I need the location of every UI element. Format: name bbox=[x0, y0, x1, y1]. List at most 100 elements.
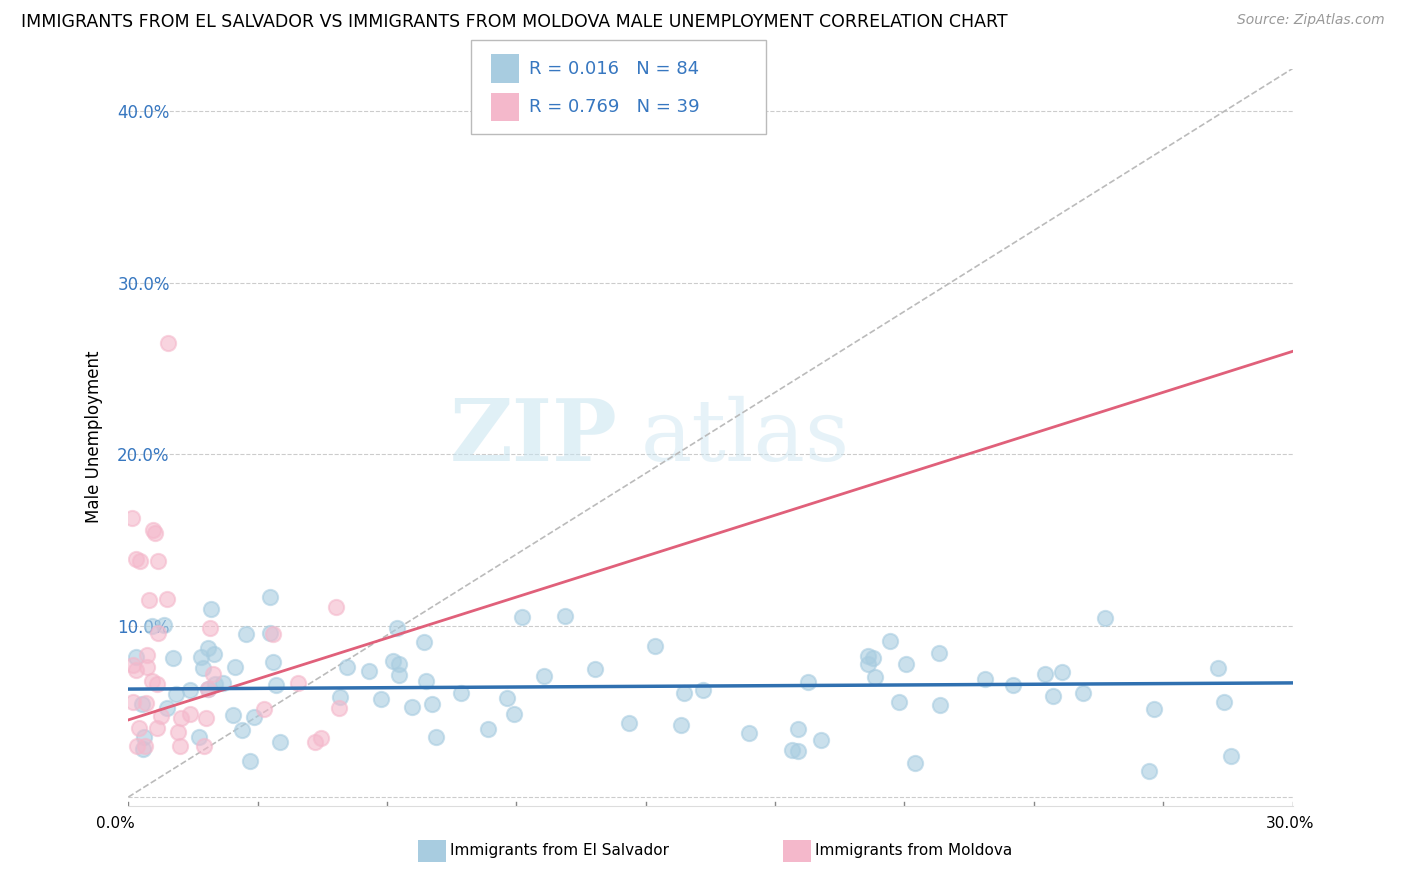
Point bbox=[856, 648, 879, 663]
Point bbox=[669, 717, 692, 731]
Point bbox=[359, 664, 381, 678]
Point bbox=[262, 655, 284, 669]
Point bbox=[583, 662, 606, 676]
Point bbox=[862, 651, 884, 665]
Point bbox=[328, 700, 350, 714]
Point bbox=[262, 626, 284, 640]
Point bbox=[554, 609, 576, 624]
Point bbox=[673, 686, 696, 700]
Text: IMMIGRANTS FROM EL SALVADOR VS IMMIGRANTS FROM MOLDOVA MALE UNEMPLOYMENT CORRELA: IMMIGRANTS FROM EL SALVADOR VS IMMIGRANT… bbox=[21, 13, 1008, 31]
Point bbox=[202, 648, 225, 662]
Point bbox=[1094, 610, 1116, 624]
Point bbox=[121, 510, 143, 524]
Point bbox=[325, 600, 347, 615]
Point bbox=[165, 686, 187, 700]
Point bbox=[187, 731, 209, 745]
Point bbox=[264, 678, 287, 692]
Point bbox=[738, 725, 761, 739]
Point bbox=[142, 523, 165, 537]
Text: 30.0%: 30.0% bbox=[1267, 816, 1315, 830]
Point bbox=[1001, 678, 1024, 692]
Text: Immigrants from El Salvador: Immigrants from El Salvador bbox=[450, 844, 669, 858]
Point bbox=[797, 674, 820, 689]
Point bbox=[1033, 667, 1056, 681]
Point bbox=[1143, 702, 1166, 716]
Point bbox=[145, 677, 167, 691]
Point bbox=[253, 702, 276, 716]
Point bbox=[382, 654, 405, 668]
Point bbox=[132, 730, 155, 744]
Text: 0.0%: 0.0% bbox=[96, 816, 135, 830]
Point bbox=[191, 661, 214, 675]
Point bbox=[387, 668, 409, 682]
Y-axis label: Male Unemployment: Male Unemployment bbox=[86, 351, 103, 524]
Point bbox=[385, 621, 408, 635]
Point bbox=[149, 709, 172, 723]
Point bbox=[170, 711, 193, 725]
Text: R = 0.769   N = 39: R = 0.769 N = 39 bbox=[529, 98, 699, 116]
Point bbox=[146, 721, 169, 735]
Point bbox=[510, 610, 533, 624]
Point bbox=[1206, 661, 1229, 675]
Point bbox=[204, 677, 226, 691]
Point bbox=[617, 715, 640, 730]
Point bbox=[148, 554, 170, 568]
Point bbox=[224, 659, 246, 673]
Point bbox=[156, 700, 179, 714]
Point bbox=[169, 739, 191, 753]
Point bbox=[401, 699, 423, 714]
Point bbox=[304, 734, 326, 748]
Point bbox=[856, 657, 879, 671]
Point bbox=[1042, 689, 1064, 703]
Point bbox=[496, 691, 519, 706]
Point bbox=[879, 634, 901, 648]
Point bbox=[889, 695, 911, 709]
Point bbox=[202, 667, 225, 681]
Point bbox=[231, 723, 253, 738]
Point bbox=[865, 670, 887, 684]
Text: ZIP: ZIP bbox=[450, 395, 617, 479]
Point bbox=[138, 593, 160, 607]
Point bbox=[928, 646, 950, 660]
Point bbox=[125, 649, 148, 664]
Point bbox=[415, 674, 437, 689]
Text: atlas: atlas bbox=[641, 395, 849, 479]
Point bbox=[200, 601, 222, 615]
Point bbox=[1219, 748, 1241, 763]
Point bbox=[190, 650, 212, 665]
Point bbox=[370, 692, 392, 706]
Point bbox=[450, 686, 472, 700]
Point bbox=[1050, 665, 1073, 679]
Point bbox=[162, 650, 184, 665]
Point bbox=[167, 725, 190, 739]
Point bbox=[135, 696, 157, 710]
Point bbox=[125, 739, 148, 753]
Point bbox=[239, 754, 262, 768]
Point bbox=[235, 627, 257, 641]
Point bbox=[157, 335, 180, 350]
Point bbox=[259, 590, 281, 604]
Point bbox=[477, 722, 499, 736]
Point bbox=[122, 695, 145, 709]
Point bbox=[197, 681, 219, 696]
Text: Immigrants from Moldova: Immigrants from Moldova bbox=[815, 844, 1012, 858]
Point bbox=[287, 676, 309, 690]
Point bbox=[141, 674, 163, 689]
Point bbox=[197, 641, 219, 656]
Point bbox=[311, 731, 333, 745]
Point bbox=[420, 697, 443, 711]
Point bbox=[502, 707, 524, 722]
Point bbox=[1073, 685, 1095, 699]
Point bbox=[179, 707, 201, 722]
Point bbox=[141, 618, 163, 632]
Point bbox=[125, 552, 148, 566]
Point bbox=[413, 635, 436, 649]
Point bbox=[136, 648, 159, 663]
Point bbox=[329, 690, 352, 704]
Point bbox=[243, 710, 266, 724]
Point bbox=[336, 660, 359, 674]
Point bbox=[786, 722, 808, 736]
Point bbox=[780, 743, 803, 757]
Point bbox=[128, 721, 150, 735]
Point bbox=[128, 553, 150, 567]
